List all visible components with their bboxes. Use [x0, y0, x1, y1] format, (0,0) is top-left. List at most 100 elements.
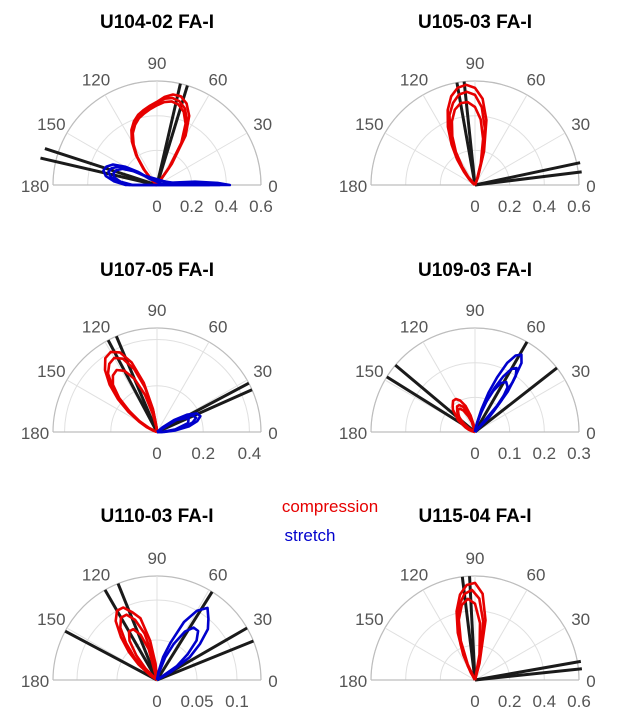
angle-tick-label: 30: [571, 610, 590, 629]
plot-title: U107-05 FA-I: [100, 260, 214, 281]
radius-tick-label: 0: [470, 444, 479, 463]
angle-tick-label: 60: [209, 70, 228, 89]
stretch-curve: [473, 380, 509, 433]
angle-tick-label: 150: [37, 610, 65, 629]
angle-tick-label: 120: [400, 565, 428, 584]
angle-tick-label: 0: [586, 424, 595, 443]
angle-tick-label: 180: [339, 424, 367, 443]
angle-tick-label: 120: [82, 317, 110, 336]
angle-tick-label: 60: [527, 70, 546, 89]
compression-curve: [457, 597, 482, 681]
radius-tick-label: 0.4: [238, 444, 262, 463]
grid-spoke: [474, 627, 566, 681]
radius-tick-label: 0.4: [215, 197, 239, 216]
angle-tick-label: 90: [148, 54, 167, 73]
angle-tick-label: 0: [268, 672, 277, 691]
direction-line: [474, 659, 582, 682]
polar-plot-3: U107-05 FA-I 180 150 120 90 60 30 0 0 0.2 0.4: [21, 260, 278, 463]
grid-spoke: [474, 132, 566, 186]
angle-tick-label: 120: [82, 565, 110, 584]
plot-title: U110-03 FA-I: [101, 506, 214, 527]
radius-tick-label: 0.6: [567, 197, 591, 216]
grid-spoke: [474, 589, 528, 681]
grid-spoke: [156, 341, 210, 433]
radius-tick-label: 0: [152, 692, 161, 710]
compression-curve: [114, 606, 159, 682]
radius-tick-label: 0.6: [249, 197, 273, 216]
radius-tick-label: 0.05: [180, 692, 213, 710]
grid-spoke: [384, 132, 476, 186]
angle-tick-label: 120: [82, 70, 110, 89]
direction-line: [103, 589, 159, 681]
radius-tick-label: 0: [470, 197, 479, 216]
direction-line: [474, 170, 582, 187]
radius-tick-label: 0.1: [498, 444, 522, 463]
angle-tick-label: 180: [21, 424, 49, 443]
compression-curve: [450, 100, 485, 186]
plot-title: U115-04 FA-I: [419, 506, 532, 527]
stretch-curve: [155, 626, 200, 682]
radius-tick-label: 0.1: [225, 692, 249, 710]
angle-tick-label: 150: [355, 115, 383, 134]
angle-tick-label: 30: [253, 610, 272, 629]
compression-curve: [111, 368, 159, 434]
legend: compression stretch: [282, 497, 378, 545]
direction-line: [473, 341, 529, 433]
angle-tick-label: 90: [148, 549, 167, 568]
grid-spoke: [156, 132, 248, 186]
direction-line: [64, 629, 158, 682]
compression-curve: [127, 627, 159, 681]
grid-spoke: [474, 94, 528, 186]
plot-title: U104-02 FA-I: [100, 12, 214, 33]
angle-tick-label: 180: [339, 177, 367, 196]
radius-tick-label: 0: [470, 692, 479, 710]
angle-tick-label: 180: [21, 672, 49, 691]
angle-tick-label: 30: [253, 115, 272, 134]
legend-compression: compression: [282, 497, 378, 516]
plot-title: U105-03 FA-I: [418, 12, 532, 33]
angle-tick-label: 0: [586, 672, 595, 691]
polar-plot-6: U115-04 FA-I 180 150 120 90 60 30 0 0 0.2 0.4 0.6: [339, 506, 596, 710]
angle-tick-label: 60: [209, 565, 228, 584]
angle-tick-label: 90: [148, 301, 167, 320]
angle-tick-label: 90: [466, 54, 485, 73]
angle-tick-label: 90: [466, 549, 485, 568]
grid-spoke: [422, 94, 476, 186]
angle-tick-label: 30: [571, 362, 590, 381]
radius-tick-label: 0.6: [567, 692, 591, 710]
grid-spoke: [384, 627, 476, 681]
polar-plot-1: U104-02 FA-I 180 150 120 90 60 30 0 0 0.2 0.4 0.6: [21, 12, 278, 216]
radius-tick-label: 0.2: [180, 197, 204, 216]
compression-curve: [119, 613, 159, 681]
radius-tick-label: 0: [152, 444, 161, 463]
angle-tick-label: 60: [209, 317, 228, 336]
direction-line: [40, 156, 158, 187]
angle-tick-label: 0: [268, 424, 277, 443]
angle-tick-label: 180: [21, 177, 49, 196]
angle-tick-label: 90: [466, 301, 485, 320]
angle-tick-label: 180: [339, 672, 367, 691]
polar-plot-4: U109-03 FA-I 180 150 120 90 60 30 0 0 0.1 0.2 0.3: [339, 260, 596, 463]
radius-tick-label: 0.3: [567, 444, 591, 463]
grid-spoke: [422, 341, 476, 433]
radius-tick-label: 0.4: [533, 197, 557, 216]
compression-curve: [131, 100, 187, 186]
angle-tick-label: 0: [268, 177, 277, 196]
plot-title: U109-03 FA-I: [418, 260, 532, 281]
angle-tick-label: 150: [37, 362, 65, 381]
direction-line: [44, 147, 158, 187]
direction-line: [474, 366, 558, 434]
stretch-curve: [155, 606, 210, 682]
direction-line: [455, 82, 477, 186]
radius-tick-label: 0.2: [191, 444, 215, 463]
direction-line: [156, 639, 254, 682]
polar-plot-5: U110-03 FA-I 180 150 120 90 60 30 0 0 0.05 0.1: [21, 506, 278, 710]
angle-tick-label: 120: [400, 317, 428, 336]
angle-tick-label: 150: [37, 115, 65, 134]
stretch-curve: [156, 416, 190, 434]
compression-curve: [456, 407, 477, 434]
grid-spoke: [474, 379, 566, 433]
angle-tick-label: 60: [527, 565, 546, 584]
angle-tick-label: 30: [253, 362, 272, 381]
